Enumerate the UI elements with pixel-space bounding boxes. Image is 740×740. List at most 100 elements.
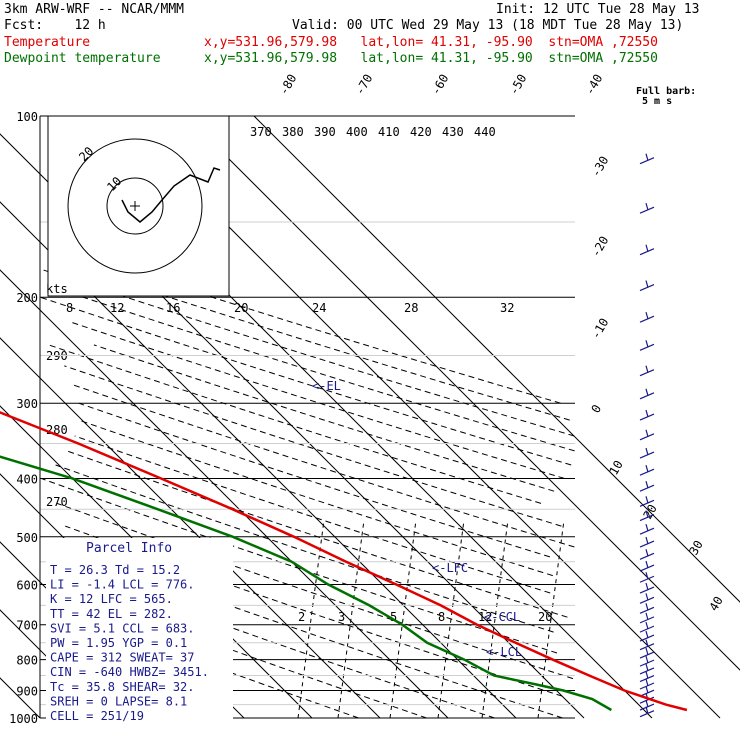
- isotherm-label: 0: [588, 402, 604, 415]
- forecast-hour: Fcst: 12 h: [4, 18, 106, 33]
- theta-label: 430: [442, 125, 464, 139]
- wind-barb-flag: [645, 447, 649, 456]
- wind-barb-flag: [645, 496, 649, 504]
- dry-adiabat: [42, 269, 575, 437]
- wind-barb: [639, 514, 655, 522]
- temperature-station-info: x,y=531.96,579.98 lat,lon= 41.31, -95.90…: [204, 35, 658, 50]
- parcel-info-row: CAPE = 312 SWEAT= 37: [50, 651, 195, 665]
- speed-scale-label: 12: [110, 301, 124, 315]
- wind-barb: [639, 527, 655, 535]
- isotherm-label: -70: [352, 72, 375, 98]
- pressure-tick-label: 100: [16, 110, 38, 124]
- wind-barb-flag: [645, 603, 649, 611]
- wind-barb-flag: [645, 388, 649, 396]
- isotherm: [253, 115, 740, 603]
- theta-label: 400: [346, 125, 368, 139]
- wind-barb-flag: [645, 202, 649, 211]
- wind-barb: [639, 675, 655, 683]
- wind-barb-flag: [645, 311, 649, 320]
- level-annotation: <-CCL: [484, 610, 520, 624]
- wind-barb-flag: [645, 536, 649, 545]
- mixing-ratio-label: 20: [538, 610, 552, 624]
- isotherm-label: -80: [276, 72, 299, 98]
- mixing-ratio-label: 3: [338, 610, 345, 624]
- isotherm-label: -40: [582, 72, 605, 98]
- parcel-info-row: SVI = 5.1 CCL = 683.: [50, 621, 195, 635]
- level-annotation: <-LFC: [432, 561, 468, 575]
- isotherm: [185, 115, 740, 671]
- hodograph-units: kts: [46, 282, 68, 296]
- isotherm-label: -60: [428, 72, 451, 98]
- pressure-tick-label: 200: [16, 291, 38, 305]
- dry-adiabat: [55, 464, 554, 633]
- theta-label: 380: [282, 125, 304, 139]
- wind-barb: [639, 682, 655, 690]
- wind-barb-flag: [645, 699, 649, 708]
- wind-barb: [639, 552, 655, 560]
- temperature-profile: [0, 411, 688, 712]
- dry-adiabat: [66, 450, 568, 618]
- isotherm-label: -10: [588, 316, 611, 342]
- dry-adiabat: [82, 296, 575, 452]
- mixing-ratio-lines: 2 3 5 8 12 20: [297, 519, 565, 719]
- parcel-info-panel: Parcel Info T = 26.3 Td = 15.2LI = -1.4 …: [46, 538, 233, 732]
- valid-time: Valid: 00 UTC Wed 29 May 13 (18 MDT Tue …: [292, 18, 684, 33]
- wind-barb-flag: [645, 706, 649, 714]
- wind-barb: [639, 651, 655, 659]
- wind-barb: [639, 689, 655, 697]
- wind-barb-flag: [645, 560, 649, 569]
- pressure-tick-label: 600: [16, 578, 38, 592]
- wind-barb-flag: [645, 153, 649, 161]
- mixing-ratio-line: [337, 519, 365, 719]
- dry-adiabat: [93, 344, 555, 492]
- isotherm-label: 10: [606, 458, 625, 478]
- dry-adiabat: [48, 344, 542, 504]
- pressure-tick-label: 500: [16, 531, 38, 545]
- mixing-ratio-line: [481, 519, 509, 719]
- theta-label: 410: [378, 125, 400, 139]
- isotherm-label: 30: [686, 538, 705, 558]
- isotherm: [0, 201, 517, 719]
- hodograph: 20 10 kts: [46, 115, 230, 297]
- isotherm-label: 40: [706, 594, 725, 614]
- mixing-ratio-label: 5: [390, 610, 397, 624]
- wind-barb: [639, 248, 655, 256]
- isotherm: [0, 609, 109, 719]
- wind-barb-flag: [645, 280, 649, 288]
- wind-barb-flag: [645, 582, 649, 591]
- parcel-info-row: T = 26.3 Td = 15.2: [50, 563, 180, 577]
- wind-barb: [639, 413, 655, 421]
- model-title: 3km ARW-WRF -- NCAR/MMM: [4, 2, 185, 17]
- wind-barb: [639, 634, 655, 642]
- wind-barb-flag: [645, 510, 649, 518]
- wind-barb: [639, 540, 655, 548]
- pressure-tick-label: 400: [16, 472, 38, 486]
- wind-barb-flag: [645, 481, 649, 489]
- wind-barb: [639, 433, 655, 441]
- dry-adiabat: [70, 321, 565, 479]
- wind-barb-flag: [645, 671, 649, 679]
- theta-label: 440: [474, 125, 496, 139]
- parcel-info-row: K = 12 LFC = 565.: [50, 592, 173, 606]
- wind-barb: [639, 392, 655, 400]
- wind-barb-flag: [645, 549, 649, 557]
- wind-barb: [639, 468, 655, 476]
- isotherm-label: -30: [588, 154, 611, 180]
- parcel-info-row: Tc = 35.8 SHEAR= 32.: [50, 680, 195, 694]
- wind-barb: [639, 703, 655, 711]
- wind-barb: [639, 315, 655, 323]
- speed-scale-label: 24: [312, 301, 326, 315]
- dry-adiabat: [52, 583, 427, 719]
- wind-barb: [639, 710, 655, 718]
- parcel-info-row: TT = 42 EL = 282.: [50, 607, 173, 621]
- isotherm: [0, 337, 381, 719]
- pressure-tick-label: 700: [16, 619, 38, 633]
- mixing-ratio-line: [297, 519, 325, 719]
- theta-label: 420: [410, 125, 432, 139]
- pressure-tick-label: 800: [16, 654, 38, 668]
- wind-barb: [639, 484, 655, 492]
- wind-barb: [639, 616, 655, 624]
- isotherm-label: -20: [588, 234, 611, 260]
- wind-barb-flag: [645, 621, 649, 630]
- theta-label: 390: [314, 125, 336, 139]
